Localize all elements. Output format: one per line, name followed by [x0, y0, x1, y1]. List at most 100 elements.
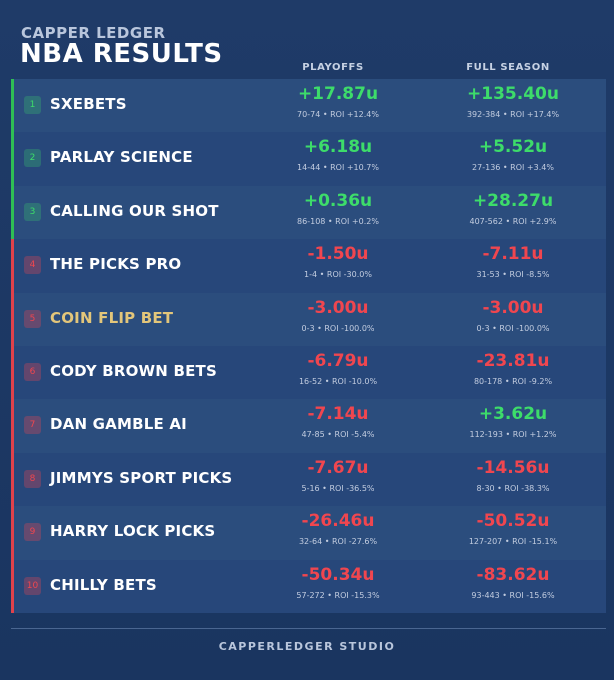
- cell: +6.18u 14-44 • ROI +10.7%: [253, 137, 423, 172]
- name: CHILLY BETS: [50, 575, 157, 594]
- detail: 127-207 • ROI -15.1%: [468, 537, 558, 547]
- detail: 27-136 • ROI +3.4%: [472, 163, 554, 173]
- cell: -3.00u 0-3 • ROI -100.0%: [428, 298, 598, 333]
- rank: 6: [24, 362, 41, 381]
- status-bar: [11, 506, 14, 560]
- detail: 80-178 • ROI -9.2%: [473, 376, 553, 386]
- cell: -7.11u 31-53 • ROI -8.5%: [428, 244, 598, 279]
- cell: -3.00u 0-3 • ROI -100.0%: [253, 298, 423, 333]
- units: -14.56u: [476, 457, 550, 478]
- detail: 31-53 • ROI -8.5%: [476, 270, 550, 280]
- detail: 32-64 • ROI -27.6%: [298, 537, 378, 547]
- units: -7.11u: [482, 244, 544, 265]
- detail: 112-193 • ROI +1.2%: [469, 430, 557, 440]
- rank: 8: [24, 469, 41, 488]
- rank: 3: [24, 202, 41, 221]
- status-bar: [11, 399, 14, 453]
- detail: 0-3 • ROI -100.0%: [476, 323, 550, 333]
- cell: +3.62u 112-193 • ROI +1.2%: [428, 404, 598, 439]
- status-bar: [11, 239, 14, 293]
- units: -3.00u: [307, 297, 369, 318]
- status-bar: [11, 559, 14, 613]
- cell: +0.36u 86-108 • ROI +0.2%: [253, 191, 423, 226]
- column-header: PLAYOFFS: [302, 62, 364, 73]
- units: -7.14u: [307, 404, 369, 425]
- name: HARRY LOCK PICKS: [50, 522, 216, 541]
- name: THE PICKS PRO: [50, 255, 182, 274]
- status-bar: [11, 345, 14, 400]
- row: 4 THE PICKS PRO -1.50u 1-4 • ROI -30.0% -7.1…: [11, 239, 606, 293]
- status-bar: [11, 79, 14, 133]
- column-header: FULL SEASON: [466, 62, 550, 73]
- row: 3 CALLING OUR SHOT +0.36u 86-108 • ROI +0.2…: [11, 185, 606, 240]
- footer: CAPPERLEDGER STUDIO: [218, 640, 396, 653]
- cell: +5.52u 27-136 • ROI +3.4%: [428, 137, 598, 172]
- units: +3.62u: [478, 404, 548, 425]
- units: -50.34u: [301, 564, 375, 585]
- cell: -7.67u 5-16 • ROI -36.5%: [253, 458, 423, 493]
- cell: -1.50u 1-4 • ROI -30.0%: [253, 244, 423, 279]
- name: DAN GAMBLE AI: [50, 415, 187, 434]
- cell: -50.34u 57-272 • ROI -15.3%: [253, 565, 423, 600]
- units: -83.62u: [476, 564, 550, 585]
- cell: +28.27u 407-562 • ROI +2.9%: [428, 191, 598, 226]
- units: -50.52u: [476, 511, 550, 532]
- cell: -6.79u 16-52 • ROI -10.0%: [253, 351, 423, 386]
- rank: 7: [24, 416, 41, 435]
- units: +6.18u: [303, 137, 373, 158]
- title: NBA RESULTS: [20, 39, 223, 69]
- row: 7 DAN GAMBLE AI -7.14u 47-85 • ROI -5.4% +3.…: [11, 399, 606, 453]
- cell: +135.40u 392-384 • ROI +17.4%: [428, 84, 598, 119]
- rank: 10: [24, 576, 41, 595]
- rank: 9: [24, 523, 41, 542]
- units: -1.50u: [307, 244, 369, 265]
- detail: 70-74 • ROI +12.4%: [297, 110, 379, 119]
- units: -3.00u: [482, 297, 544, 318]
- detail: 407-562 • ROI +2.9%: [469, 216, 557, 226]
- units: +28.27u: [472, 190, 554, 211]
- row: 9 HARRY LOCK PICKS -26.46u 32-64 • ROI -27.…: [11, 506, 606, 560]
- detail: 16-52 • ROI -10.0%: [298, 376, 378, 386]
- detail: 1-4 • ROI -30.0%: [304, 270, 372, 280]
- detail: 47-85 • ROI -5.4%: [301, 430, 375, 440]
- status-bar: [11, 292, 14, 346]
- detail: 57-272 • ROI -15.3%: [296, 590, 380, 600]
- row: 1 SXEBETS +17.87u 70-74 • ROI +12.4% +135.40…: [11, 79, 606, 133]
- detail: 8-30 • ROI -38.3%: [476, 483, 550, 493]
- name: CALLING OUR SHOT: [50, 201, 219, 220]
- name: SXEBETS: [50, 95, 127, 113]
- units: -23.81u: [476, 350, 550, 371]
- units: -7.67u: [307, 457, 369, 478]
- row: 5 COIN FLIP BET -3.00u 0-3 • ROI -100.0% -3.…: [11, 292, 606, 346]
- rank: 1: [24, 96, 41, 114]
- detail: 14-44 • ROI +10.7%: [297, 163, 379, 173]
- name: COIN FLIP BET: [50, 308, 174, 327]
- name: JIMMYS SPORT PICKS: [50, 468, 233, 487]
- cell: -83.62u 93-443 • ROI -15.6%: [428, 565, 598, 600]
- status-bar: [11, 185, 14, 240]
- units: +135.40u: [467, 84, 559, 104]
- status-bar: [11, 132, 14, 186]
- name: CODY BROWN BETS: [50, 361, 217, 380]
- units: -26.46u: [301, 511, 375, 532]
- cell: -50.52u 127-207 • ROI -15.1%: [428, 511, 598, 546]
- cell: +17.87u 70-74 • ROI +12.4%: [253, 84, 423, 119]
- units: +0.36u: [303, 190, 373, 211]
- detail: 0-3 • ROI -100.0%: [301, 323, 375, 333]
- rows: 1 SXEBETS +17.87u 70-74 • ROI +12.4% +135.40…: [11, 79, 606, 613]
- detail: 93-443 • ROI -15.6%: [471, 590, 555, 600]
- row: 2 PARLAY SCIENCE +6.18u 14-44 • ROI +10.7% +…: [11, 132, 606, 186]
- cell: -7.14u 47-85 • ROI -5.4%: [253, 404, 423, 439]
- cell: -23.81u 80-178 • ROI -9.2%: [428, 351, 598, 386]
- status-bar: [11, 452, 14, 507]
- row: 8 JIMMYS SPORT PICKS -7.67u 5-16 • ROI -36.…: [11, 452, 606, 507]
- units: +5.52u: [478, 137, 548, 158]
- detail: 86-108 • ROI +0.2%: [297, 216, 379, 226]
- name: PARLAY SCIENCE: [50, 148, 193, 167]
- row: 10 CHILLY BETS -50.34u 57-272 • ROI -15.3% -…: [11, 559, 606, 613]
- units: -6.79u: [307, 350, 369, 371]
- cell: -14.56u 8-30 • ROI -38.3%: [428, 458, 598, 493]
- detail: 5-16 • ROI -36.5%: [301, 483, 375, 493]
- units: +17.87u: [297, 84, 379, 104]
